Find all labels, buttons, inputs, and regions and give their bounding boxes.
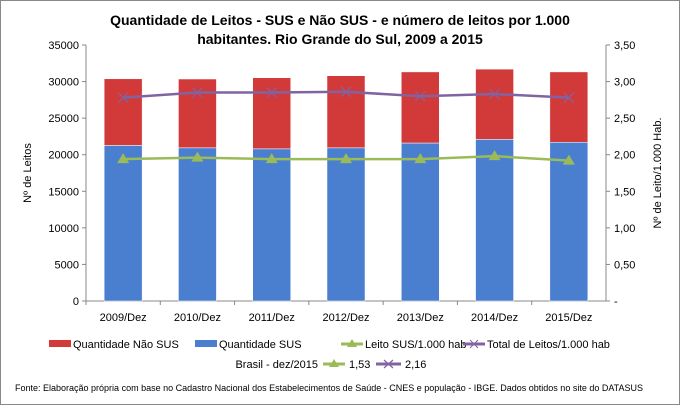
x-marker — [340, 86, 352, 98]
x-tick-label: 2010/Dez — [174, 312, 221, 324]
legend-label: Total de Leitos/1.000 hab — [487, 339, 610, 351]
y-tick-label: 35000 — [48, 40, 79, 52]
bar-quantidade-sus — [178, 147, 217, 302]
y2-tick-label: 3,00 — [614, 77, 635, 89]
x-tick-label: 2012/Dez — [322, 312, 369, 324]
chart-title-line1: Quantidade de Leitos - SUS e Não SUS - e… — [110, 12, 570, 28]
y2-tick-label: 1,50 — [614, 186, 635, 198]
triangle-marker — [117, 153, 130, 164]
triangle-marker — [414, 153, 427, 164]
source-note: Fonte: Elaboração própria com base no Ca… — [15, 383, 643, 393]
y-tick-label: 20000 — [48, 150, 79, 162]
x-tick-label: 2014/Dez — [471, 312, 518, 324]
y-tick-label: 5000 — [55, 259, 79, 271]
x-marker — [489, 88, 500, 100]
x-marker — [563, 92, 575, 104]
legend-label: Quantidade Não SUS — [73, 339, 179, 351]
bar-quantidade-sus — [549, 142, 589, 302]
x-marker — [266, 87, 278, 98]
bar-quantidade-n-o-sus — [178, 78, 217, 149]
y2-tick-label: 1,00 — [614, 223, 635, 235]
bar-quantidade-n-o-sus — [252, 77, 291, 150]
legend-swatch — [195, 340, 217, 347]
annotation-leito-sus: 1,53 — [349, 359, 370, 371]
x-tick-label: 2015/Dez — [545, 312, 592, 324]
bar-quantidade-sus — [326, 147, 366, 302]
x-marker — [117, 92, 129, 104]
annotation-total: 2,16 — [405, 359, 426, 371]
x-marker — [192, 87, 203, 98]
bar-quantidade-n-o-sus — [475, 68, 514, 140]
y2-axis-label: Nº de Leito/1.000 Hab. — [652, 117, 664, 228]
triangle-marker — [488, 150, 501, 161]
y2-tick-label: 2,50 — [614, 113, 635, 125]
y2-tick-label: - — [614, 296, 618, 308]
chart-title-line2: habitantes. Rio Grande do Sul, 2009 a 20… — [197, 31, 483, 47]
bar-quantidade-sus — [475, 139, 514, 302]
y-tick-label: 30000 — [48, 77, 79, 89]
y-tick-label: 0 — [73, 296, 79, 308]
y2-tick-label: 3,50 — [614, 40, 635, 52]
legend-label: Quantidade SUS — [219, 339, 302, 351]
annotation-label: Brasil - dez/2015 — [235, 359, 318, 371]
x-tick-label: 2009/Dez — [100, 312, 147, 324]
legend-triangle-marker — [347, 339, 357, 347]
bar-quantidade-sus — [401, 142, 440, 302]
bar-quantidade-n-o-sus — [103, 78, 143, 146]
bar-quantidade-n-o-sus — [549, 71, 589, 143]
y-tick-label: 10000 — [48, 223, 79, 235]
triangle-marker — [265, 153, 278, 164]
legend-label: Leito SUS/1.000 hab — [365, 339, 467, 351]
annotation-x-marker — [383, 359, 394, 369]
triangle-marker — [562, 154, 575, 165]
legend-swatch — [49, 340, 71, 347]
bar-quantidade-n-o-sus — [401, 71, 440, 144]
y-tick-label: 15000 — [48, 186, 79, 198]
y2-tick-label: 0,50 — [614, 259, 635, 271]
x-tick-label: 2011/Dez — [249, 312, 295, 324]
bar-quantidade-sus — [103, 145, 143, 302]
triangle-marker — [340, 153, 352, 164]
y-axis-label: Nº de Leitos — [22, 143, 34, 203]
y2-tick-label: 2,00 — [614, 150, 635, 162]
triangle-marker — [191, 151, 204, 162]
annotation-triangle-marker — [329, 359, 339, 367]
x-tick-label: 2013/Dez — [397, 312, 444, 324]
x-marker — [414, 90, 426, 102]
bar-quantidade-sus — [252, 148, 291, 302]
legend-x-marker — [469, 339, 479, 349]
bar-quantidade-n-o-sus — [326, 75, 366, 149]
y-tick-label: 25000 — [48, 113, 79, 125]
